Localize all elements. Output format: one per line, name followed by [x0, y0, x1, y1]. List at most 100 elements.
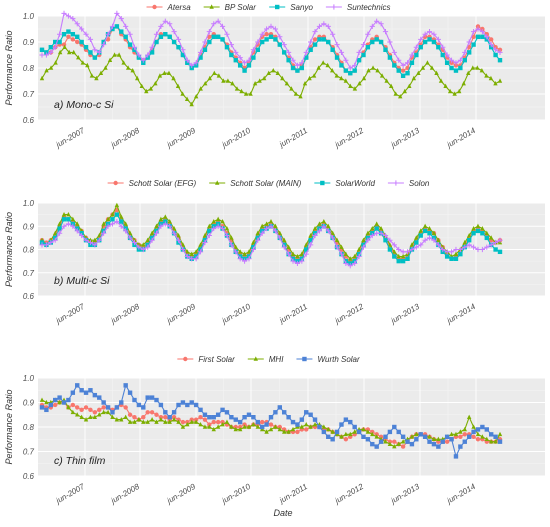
- data-point: [443, 83, 448, 88]
- data-point: [154, 419, 159, 424]
- legend-item: First Solar: [177, 355, 235, 364]
- data-point: [61, 10, 67, 16]
- data-point: [57, 221, 62, 226]
- data-point: [466, 242, 472, 248]
- data-point: [330, 230, 335, 236]
- data-point: [246, 256, 252, 262]
- data-point: [475, 34, 481, 39]
- y-tick-label: 0.9: [23, 38, 35, 47]
- data-point: [440, 52, 445, 58]
- data-point: [202, 47, 208, 52]
- data-point: [308, 412, 313, 417]
- legend-item: Wurth Solar: [296, 355, 360, 364]
- data-point: [162, 70, 167, 75]
- data-point: [471, 424, 476, 429]
- y-tick-label: 0.7: [23, 269, 35, 278]
- data-point: [83, 237, 89, 243]
- data-point: [391, 242, 397, 248]
- data-point: [114, 405, 120, 410]
- data-point: [202, 424, 208, 429]
- data-point: [378, 230, 384, 236]
- data-point: [282, 410, 287, 415]
- data-point: [348, 71, 353, 76]
- data-point: [268, 34, 274, 39]
- data-point: [365, 31, 371, 37]
- data-point: [479, 29, 485, 35]
- data-point: [471, 434, 476, 439]
- data-point: [436, 237, 441, 242]
- data-point: [444, 52, 450, 58]
- data-point: [453, 256, 459, 261]
- data-point: [449, 431, 454, 437]
- data-point: [189, 419, 194, 424]
- data-point: [343, 260, 349, 267]
- data-point: [144, 88, 149, 94]
- data-point: [85, 62, 90, 68]
- chart-panel-2: 0.6 0.7 0.8 0.9 1.0 jun-2007 jun-2008 jun-2009 j…: [4, 179, 545, 326]
- data-point: [180, 400, 186, 405]
- data-point: [414, 240, 419, 245]
- data-point: [136, 55, 142, 60]
- x-tick-label: jun-2011: [277, 126, 309, 150]
- data-point: [242, 415, 247, 420]
- data-point: [317, 37, 322, 42]
- data-point: [294, 260, 301, 267]
- data-point: [321, 429, 327, 435]
- data-point: [255, 424, 260, 429]
- data-point: [290, 65, 296, 71]
- data-point: [475, 437, 481, 442]
- data-point: [105, 223, 111, 229]
- data-point: [74, 228, 80, 234]
- data-point: [480, 424, 485, 430]
- data-point: [198, 415, 203, 420]
- data-point: [466, 39, 472, 45]
- data-point: [396, 68, 401, 73]
- data-point: [264, 221, 269, 226]
- x-tick-label: jun-2010: [220, 482, 253, 506]
- data-point: [167, 415, 172, 420]
- data-point: [374, 434, 379, 439]
- data-point: [57, 49, 63, 55]
- data-point: [145, 244, 151, 250]
- x-tick-label: jun-2014: [445, 482, 478, 506]
- data-point: [239, 88, 244, 94]
- data-point: [400, 73, 406, 78]
- data-point: [171, 75, 176, 81]
- data-point: [268, 422, 274, 427]
- data-point: [290, 426, 296, 432]
- data-point: [264, 422, 269, 427]
- data-point: [48, 65, 54, 70]
- data-point: [44, 407, 49, 413]
- data-point: [206, 232, 212, 239]
- data-point: [375, 68, 380, 73]
- series-schott-solar-main-: [39, 202, 503, 261]
- y-axis-title: Performance Ratio: [4, 389, 14, 464]
- data-point: [207, 415, 212, 420]
- data-point: [326, 426, 331, 432]
- data-point: [131, 239, 138, 246]
- x-tick-label: jun-2008: [109, 482, 142, 506]
- data-point: [158, 223, 164, 229]
- data-point: [304, 410, 309, 415]
- data-point: [44, 399, 49, 405]
- data-point: [215, 18, 221, 24]
- data-point: [435, 36, 441, 42]
- data-point: [189, 62, 195, 68]
- data-point: [295, 68, 300, 73]
- y-tick-label: 1.0: [23, 12, 35, 21]
- data-point: [374, 221, 379, 226]
- data-point: [175, 36, 182, 42]
- data-point: [237, 256, 243, 262]
- data-point: [339, 244, 344, 249]
- data-point: [316, 228, 323, 234]
- data-point: [453, 246, 459, 253]
- data-point: [387, 242, 393, 247]
- data-point: [400, 434, 406, 439]
- data-point: [193, 60, 199, 66]
- data-point: [110, 217, 115, 222]
- data-point: [121, 60, 126, 65]
- data-point: [125, 65, 131, 70]
- data-point: [123, 221, 128, 226]
- data-point: [312, 232, 318, 239]
- data-point: [123, 405, 128, 410]
